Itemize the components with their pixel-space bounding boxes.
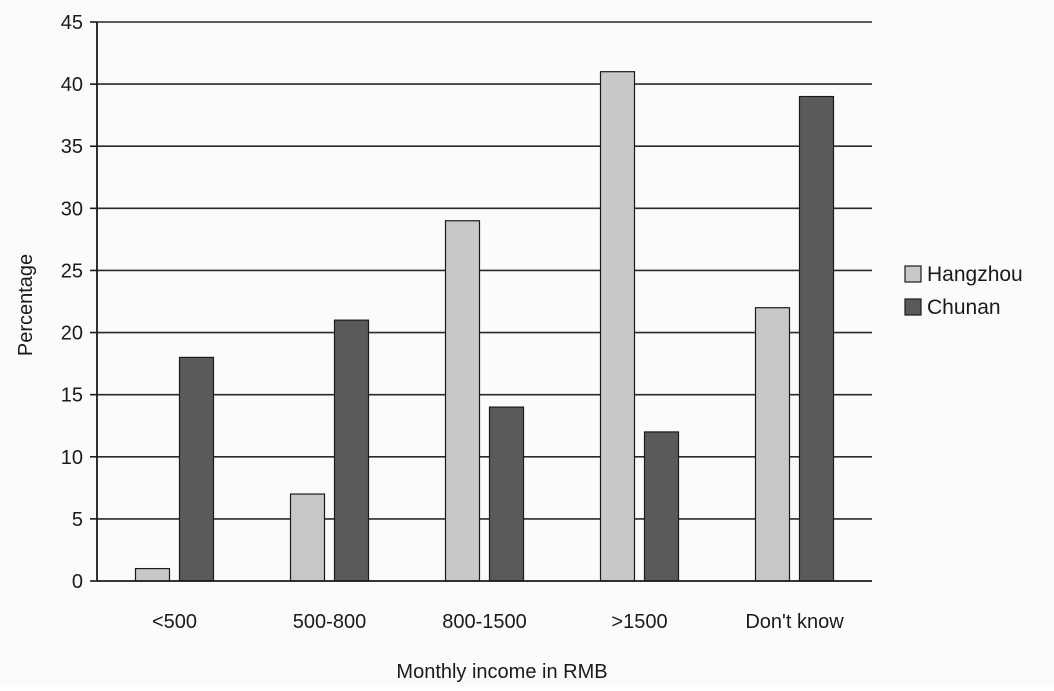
bar-hangzhou-0 bbox=[134, 567, 171, 582]
x-tick-label: 500-800 bbox=[293, 611, 366, 633]
y-tick-label: 30 bbox=[61, 198, 83, 220]
y-axis-title: Percentage bbox=[15, 254, 37, 356]
y-tick-label: 5 bbox=[72, 509, 83, 531]
y-tick-label: 0 bbox=[72, 571, 83, 593]
bar-chunan-1 bbox=[333, 319, 370, 582]
bar-hangzhou-3 bbox=[599, 71, 636, 582]
y-tick-label: 25 bbox=[61, 260, 83, 282]
y-tick-label: 15 bbox=[61, 385, 83, 407]
bar-chunan-2 bbox=[488, 406, 525, 582]
x-tick-label: >1500 bbox=[611, 611, 667, 633]
legend-label-chunan: Chunan bbox=[927, 296, 1001, 319]
gridlines bbox=[97, 21, 872, 520]
bar-chunan-3 bbox=[643, 431, 680, 582]
y-tick-label: 35 bbox=[61, 136, 83, 158]
x-tick-label: 800-1500 bbox=[442, 611, 527, 633]
bar-hangzhou-2 bbox=[444, 220, 481, 582]
legend-label-hangzhou: Hangzhou bbox=[927, 263, 1023, 286]
labels: Monthly income in RMB Percentage 0 5 10 15 2… bbox=[15, 12, 844, 683]
bar-hangzhou-1 bbox=[289, 493, 326, 582]
x-tick-label: <500 bbox=[152, 611, 197, 633]
y-tick-label: 10 bbox=[61, 447, 83, 469]
bar-chunan-4 bbox=[798, 95, 835, 582]
x-axis-title: Monthly income in RMB bbox=[396, 661, 607, 683]
axes bbox=[90, 21, 872, 582]
x-tick-label: Don't know bbox=[745, 611, 844, 633]
legend: Hangzhou Chunan bbox=[904, 263, 1023, 319]
y-tick-label: 40 bbox=[61, 74, 83, 96]
legend-swatch-chunan bbox=[904, 298, 922, 316]
legend-swatch-hangzhou bbox=[904, 265, 922, 283]
y-tick-label: 20 bbox=[61, 323, 83, 345]
bars bbox=[134, 71, 835, 582]
bar-hangzhou-4 bbox=[754, 307, 791, 582]
y-tick-label: 45 bbox=[61, 12, 83, 34]
bar-chunan-0 bbox=[178, 356, 215, 582]
